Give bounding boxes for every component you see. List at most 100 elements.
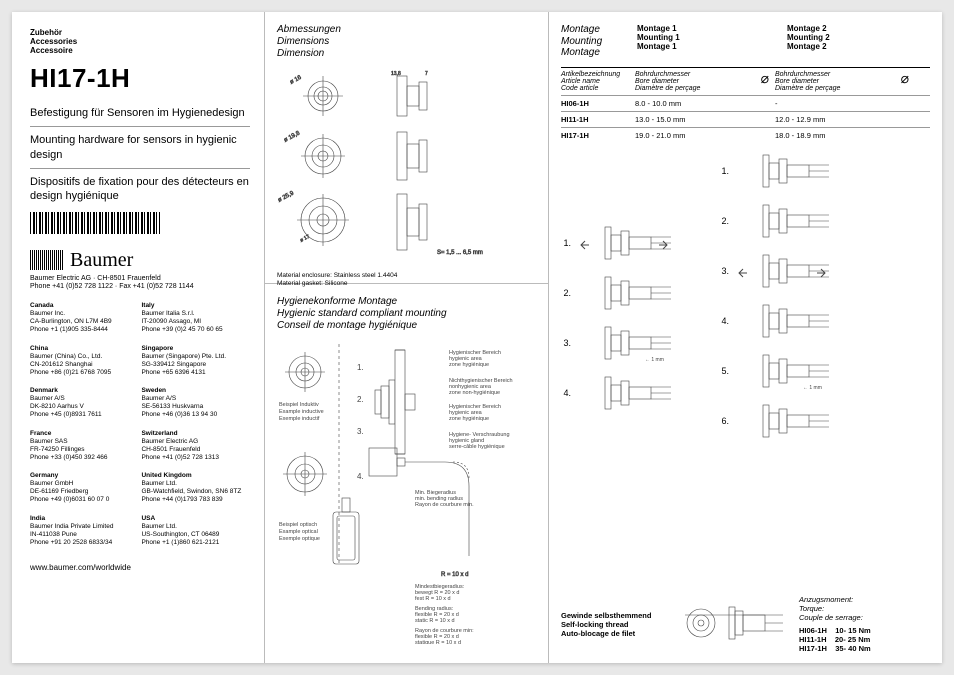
country-block: USABaumer Ltd.US-Southington, CT 06489Ph… <box>141 515 241 548</box>
torque-block: Anzugsmoment: Torque: Couple de serrage:… <box>799 595 871 653</box>
svg-text:Beispiel InduktivExample induc: Beispiel InduktivExample inductiveExempl… <box>279 402 324 422</box>
svg-text:7: 7 <box>425 71 428 77</box>
m1-de: Montage 1 <box>637 24 777 33</box>
svg-text:ø 25,9: ø 25,9 <box>277 190 295 204</box>
logo-icon <box>30 250 64 270</box>
step-item: 1. <box>561 221 709 265</box>
svg-text:Hygienischer Bereichhygienic a: Hygienischer Bereichhygienic areazone hy… <box>449 350 501 368</box>
countries-right: ItalyBaumer Italia S.r.l.IT-20090 Assago… <box>141 302 241 547</box>
country-block: DenmarkBaumer A/SDK-8210 Aarhus VPhone +… <box>30 387 113 420</box>
hyg-de: Hygienekonforme Montage <box>277 296 536 308</box>
cat-en: Accessories <box>30 37 250 46</box>
table-row: HI17-1H19.0 - 21.0 mm18.0 - 18.9 mm <box>561 127 930 143</box>
lock-de: Gewinde selbsthemmend <box>561 611 671 620</box>
dim-en: Dimensions <box>277 36 536 48</box>
svg-text:Hygienischer Bereichhygienic a: Hygienischer Bereichhygienic areazone hy… <box>449 404 501 422</box>
dim-title: Abmessungen Dimensions Dimension <box>265 12 548 66</box>
dimensions-section: Abmessungen Dimensions Dimension ø 16 ø … <box>265 12 548 284</box>
svg-text:Beispiel optischExample optica: Beispiel optischExample opticalExemple o… <box>279 522 320 542</box>
lock-en: Self-locking thread <box>561 620 671 629</box>
country-block: ChinaBaumer (China) Co., Ltd.CN-201612 S… <box>30 345 113 378</box>
torque-row: HI06-1H 10- 15 Nm <box>799 626 871 635</box>
mat-enclosure: Material enclosure: Stainless steel 1.44… <box>277 272 536 280</box>
country-block: CanadaBaumer Inc.CA-Burlington, ON L7M 4… <box>30 302 113 335</box>
lock-fr: Auto-blocage de filet <box>561 629 671 638</box>
barcode <box>30 212 160 234</box>
right-column: Montage Mounting Montage Montage 1 Mount… <box>548 12 942 663</box>
step-item: 3. <box>719 249 919 293</box>
mount2-header: Montage 2 Mounting 2 Montage 2 <box>787 24 927 59</box>
svg-text:← 1 mm: ← 1 mm <box>645 357 664 363</box>
table-header: Artikelbezeichnung Article name Code art… <box>561 67 930 95</box>
svg-text:13,8: 13,8 <box>391 71 401 77</box>
bore-table: Artikelbezeichnung Article name Code art… <box>549 63 942 143</box>
thread-figure <box>685 601 785 647</box>
step-item: 2. <box>719 199 919 243</box>
diameter-icon: ⌀ <box>901 70 909 87</box>
bottom-info: Gewinde selbsthemmend Self-locking threa… <box>561 595 930 653</box>
svg-text:1.: 1. <box>357 363 364 372</box>
th-bore1: Bohrdurchmesser Bore diameter Diamètre d… <box>635 68 775 95</box>
subtitle-fr: Dispositifs de fixation pour des détecte… <box>30 175 250 204</box>
dim-fr: Dimension <box>277 48 536 60</box>
hyg-en: Hygienic standard compliant mounting <box>277 308 536 320</box>
svg-text:2.: 2. <box>357 395 364 404</box>
montage-en: Mounting <box>561 36 627 48</box>
m2-de: Montage 2 <box>787 24 927 33</box>
svg-text:ø 17: ø 17 <box>299 234 311 244</box>
svg-text:Mindestbiegeradius:bewegt: Mindestbiegeradius:bewegt R = 20 x dfest… <box>415 584 465 602</box>
svg-text:3.: 3. <box>357 427 364 436</box>
torque-row: HI17-1H 35- 40 Nm <box>799 644 871 653</box>
dim-de: Abmessungen <box>277 24 536 36</box>
country-block: SwedenBaumer A/SSE-56133 HuskvarnaPhone … <box>141 387 241 420</box>
subtitle-de: Befestigung für Sensoren im Hygienedesig… <box>30 106 250 120</box>
brand-logo: Baumer <box>30 248 250 273</box>
country-block: United KingdomBaumer Ltd.GB-Watchfield, … <box>141 472 241 505</box>
country-block: FranceBaumer SASFR-74250 FillingesPhone … <box>30 430 113 463</box>
cat-fr: Accessoire <box>30 46 250 55</box>
montage-fr: Montage <box>561 47 627 59</box>
m2-en: Mounting 2 <box>787 33 927 42</box>
svg-text:Rayon de courbure min:flexible: Rayon de courbure min:flexible R = 20 x … <box>415 628 474 644</box>
step-item: 2. <box>561 271 709 315</box>
subtitle-block: Befestigung für Sensoren im Hygienedesig… <box>30 106 250 203</box>
brand-name: Baumer <box>70 248 133 273</box>
country-block: SwitzerlandBaumer Electric AGCH-8501 Fra… <box>141 430 241 463</box>
torque-en: Torque: <box>799 604 871 613</box>
montage-title: Montage Mounting Montage <box>561 24 627 59</box>
cat-de: Zubehör <box>30 28 250 37</box>
step-item: 4. <box>561 371 709 415</box>
svg-text:4.: 4. <box>357 472 364 481</box>
hyg-title: Hygienekonforme Montage Hygienic standar… <box>265 284 548 338</box>
hygienic-diagram: R = 10 x d Beispiel InduktivExample indu… <box>265 338 548 654</box>
step-item: 6. <box>719 399 919 443</box>
svg-text:R = 10 x d: R = 10 x d <box>441 572 469 578</box>
svg-text:Nichthygienischer Bereichnonhy: Nichthygienischer Bereichnonhygienic are… <box>449 378 513 396</box>
hygienic-svg: R = 10 x d Beispiel InduktivExample indu… <box>275 344 539 644</box>
company-address: Baumer Electric AG · CH-8501 Frauenfeld … <box>30 275 250 293</box>
hyg-fr: Conseil de montage hygiénique <box>277 320 536 332</box>
torque-head: Anzugsmoment: Torque: Couple de serrage: <box>799 595 871 622</box>
steps-mount1: 1. 2. 3. ← 1 mm4. <box>561 149 709 443</box>
m1-en: Mounting 1 <box>637 33 777 42</box>
self-locking: Gewinde selbsthemmend Self-locking threa… <box>561 611 671 638</box>
step-item: 4. <box>719 299 919 343</box>
steps-mount2: 1. 2. 3. 4. 5. ← 1 mm6. <box>719 149 919 443</box>
phone-line: Phone +41 (0)52 728 1122 · Fax +41 (0)52… <box>30 283 250 292</box>
dimension-drawings: ø 16 ø 19,8 ø 25,9 ø 17 13,87 <box>265 66 548 272</box>
right-header: Montage Mounting Montage Montage 1 Mount… <box>549 12 942 63</box>
svg-text:Min. Biegeradiusmin. bending r: Min. Biegeradiusmin. bending radiusRayon… <box>415 490 474 508</box>
product-code: HI17-1H <box>30 62 250 95</box>
svg-text:S= 1,5 ... 6,5 mm: S= 1,5 ... 6,5 mm <box>437 250 483 256</box>
torque-de: Anzugsmoment: <box>799 595 871 604</box>
subtitle-en: Mounting hardware for sensors in hygieni… <box>30 133 250 162</box>
m2-fr: Montage 2 <box>787 42 927 51</box>
torque-fr: Couple de serrage: <box>799 613 871 622</box>
svg-text:ø 19,8: ø 19,8 <box>283 130 301 144</box>
svg-text:← 1 mm: ← 1 mm <box>803 385 822 391</box>
country-block: GermanyBaumer GmbHDE-61169 FriedbergPhon… <box>30 472 113 505</box>
table-row: HI06-1H8.0 - 10.0 mm- <box>561 95 930 111</box>
th-article: Artikelbezeichnung Article name Code art… <box>561 68 635 95</box>
country-block: SingaporeBaumer (Singapore) Pte. Ltd.SG-… <box>141 345 241 378</box>
step-item: 1. <box>719 149 919 193</box>
